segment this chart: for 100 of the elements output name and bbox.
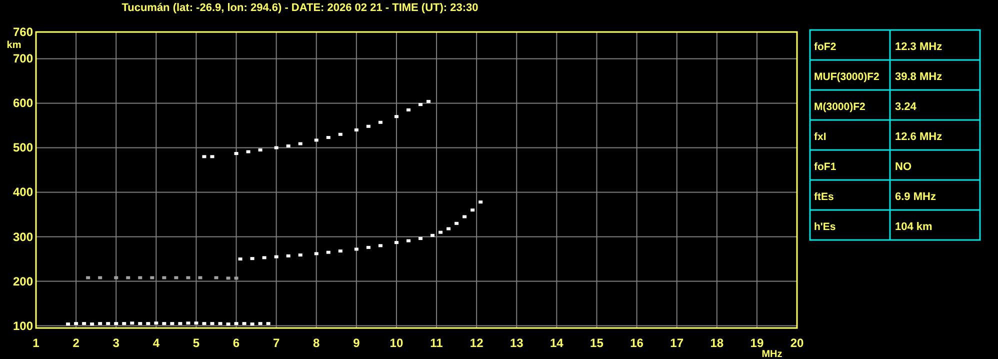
point [126,276,130,280]
point [246,150,250,154]
point [326,250,330,254]
point [286,254,290,258]
point [366,124,370,128]
x-tick-label: 3 [112,336,120,350]
point [170,322,174,326]
point [234,152,238,156]
y-tick-label: 100 [12,318,34,333]
point [238,258,242,261]
point [218,322,222,326]
point [234,276,238,280]
point [314,252,318,256]
point [298,254,302,256]
text: 3.24 [895,101,916,113]
point [438,230,443,234]
point [266,322,270,326]
point [198,276,202,280]
x-tick-label: 12 [470,336,484,350]
point [82,322,86,326]
category-label: MUF(3000)F2 [814,71,880,83]
point [106,322,110,326]
point [274,255,278,258]
point [162,322,166,326]
x-tick-label: 17 [670,336,684,350]
point [242,322,246,326]
point [298,142,302,146]
point [394,115,398,118]
point [470,208,475,212]
y-tick-label: 600 [12,96,34,110]
x-tick-label: 16 [630,336,644,350]
category-label: ftEs [814,191,834,203]
point [114,276,118,280]
point [394,241,398,244]
category-label: M(3000)F2 [814,101,866,113]
point [122,322,126,326]
x-tick-label: 8 [313,336,320,350]
point [178,322,182,326]
point [114,322,118,326]
y-axis-title: km [6,40,22,51]
point [186,276,190,280]
point [326,136,330,139]
point [286,144,290,148]
point [90,322,94,326]
text: 12.6 MHz [895,131,942,143]
point [214,276,218,280]
point [406,108,410,112]
y-tick-label: 760 [12,25,34,39]
point [274,146,278,150]
point [74,322,78,326]
text: 6.9 MHz [895,191,936,203]
point [86,276,90,280]
point [314,138,318,142]
point [426,100,431,103]
point [418,237,423,240]
point [258,322,262,326]
x-tick-label: 2 [72,336,80,350]
point [210,155,214,158]
point [138,276,142,280]
point [338,132,342,136]
point [154,322,158,325]
x-tick-label: 15 [590,336,604,350]
text: 104 km [895,221,932,233]
point [406,239,410,242]
x-tick-label: 6 [232,336,240,350]
point [338,249,342,252]
point [98,322,102,326]
point [234,322,238,326]
point [98,276,102,280]
point [262,256,266,260]
category-label: foF2 [814,41,836,53]
point [226,322,230,326]
category-label: fxI [814,131,826,143]
x-tick-label: 7 [272,336,280,350]
category-label: foF1 [814,161,836,173]
category-label: h'Es [814,221,836,233]
point [150,276,154,280]
point [378,120,382,124]
x-axis-title: MHz [762,349,782,359]
point [250,257,254,260]
point [354,128,358,132]
point [226,276,230,280]
x-tick-label: 5 [192,336,200,350]
x-tick-label: 20 [790,336,804,350]
point [210,322,214,326]
x-tick-label: 10 [390,336,404,350]
x-tick-label: 13 [510,336,524,350]
point [202,155,206,158]
text: NO [895,161,912,173]
y-tick-label: 200 [12,274,34,288]
point [174,276,178,280]
x-tick-label: 11 [430,336,444,350]
point [202,322,206,326]
point [462,215,467,218]
y-tick-label: 700 [12,52,34,66]
point [66,322,70,326]
text: 12.3 MHz [895,41,942,53]
x-tick-label: 18 [710,336,724,350]
point [478,200,483,204]
point [418,103,423,106]
